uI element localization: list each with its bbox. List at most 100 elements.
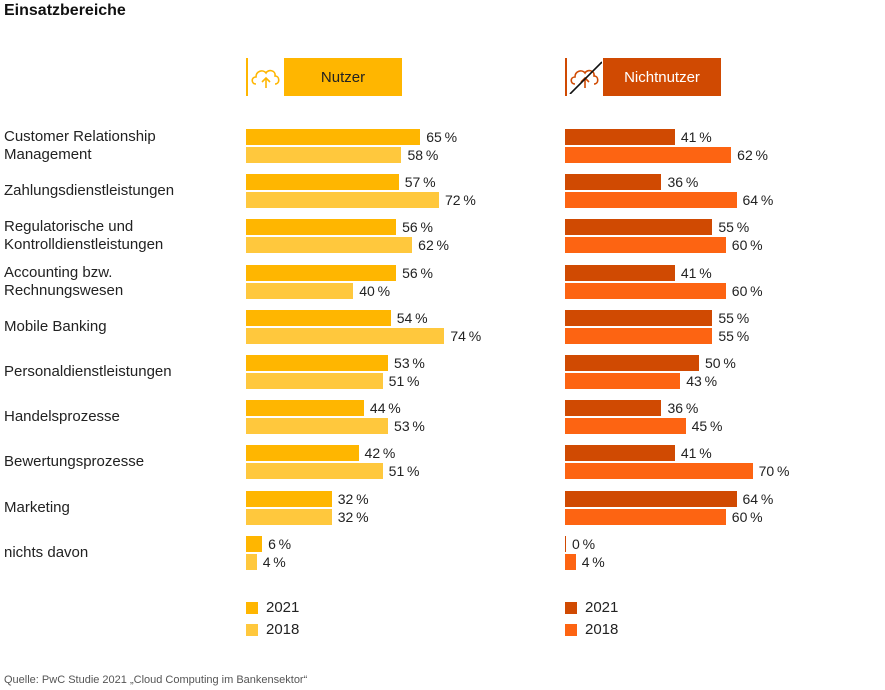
category-label-nichts-davon: nichts davon <box>4 544 88 562</box>
value-label-nichtnutzer-2018-7: 45 % <box>691 418 723 435</box>
bar-nutzer-2021-10 <box>246 535 263 552</box>
legend-label-users-2018: 2018 <box>266 621 300 638</box>
legend-swatch-users-2021 <box>246 602 258 614</box>
cloud-upload-icon <box>248 58 286 96</box>
bar-nichtnutzer-2021-2 <box>565 174 662 191</box>
value-label-nichtnutzer-2021-1: 41 % <box>680 129 712 145</box>
bar-nutzer-2021-3 <box>246 219 397 236</box>
value-label-nutzer-2018-8: 51 % <box>388 463 420 480</box>
bar-nutzer-2021-5 <box>246 309 391 326</box>
value-label-nichtnutzer-2021-2: 36 % <box>667 174 699 191</box>
category-label-accounting-bzw-rechnungswesen: Accounting bzw. Rechnungswesen <box>4 264 123 300</box>
panel-label-non-users: Nichtnutzer <box>624 68 700 86</box>
bar-nichtnutzer-2018-7 <box>565 418 686 435</box>
panel-header-users: Nutzer <box>246 58 402 96</box>
value-label-nutzer-2021-6: 53 % <box>394 355 425 371</box>
bar-nutzer-2018-3 <box>246 237 413 254</box>
legend-label-users-2021: 2021 <box>266 599 300 616</box>
bar-nichtnutzer-2018-8 <box>565 463 753 480</box>
value-label-nichtnutzer-2021-6: 50 % <box>705 355 736 371</box>
bar-nutzer-2018-2 <box>246 192 439 209</box>
bar-nichtnutzer-2018-9 <box>565 508 726 525</box>
legend-label-non-2018: 2018 <box>585 621 619 638</box>
value-label-nutzer-2021-3: 56 % <box>402 219 433 236</box>
bar-nutzer-2018-6 <box>246 373 383 389</box>
value-label-nutzer-2021-5: 54 % <box>396 309 428 326</box>
value-label-nichtnutzer-2018-2: 64 % <box>742 192 774 209</box>
cloud-upload-crossed-icon <box>567 58 605 96</box>
chart-title: Einsatzbereiche <box>4 2 126 19</box>
category-label-line: Personaldienstleistungen <box>4 363 172 380</box>
value-label-nichtnutzer-2021-7: 36 % <box>667 400 699 417</box>
value-label-nichtnutzer-2021-3: 55 % <box>718 219 750 236</box>
value-label-nutzer-2018-4: 40 % <box>359 282 391 299</box>
bar-nichtnutzer-2021-4 <box>565 264 675 281</box>
value-label-nutzer-2021-8: 42 % <box>364 445 396 462</box>
bar-nutzer-2021-1 <box>246 129 421 145</box>
bar-nichtnutzer-2021-8 <box>565 445 675 462</box>
category-label-customer-relationship-management: Customer Relationship Management <box>4 128 156 164</box>
category-label-line: Regulatorische und <box>4 218 134 236</box>
value-label-nichtnutzer-2021-4: 41 % <box>680 264 712 281</box>
bar-nutzer-2021-8 <box>246 445 359 462</box>
category-label-line: nichts davon <box>4 543 89 561</box>
bar-nutzer-2021-2 <box>246 174 399 191</box>
value-label-nutzer-2021-10: 6 % <box>268 535 292 552</box>
bar-nichtnutzer-2018-3 <box>565 237 726 254</box>
category-label-line: Rechnungswesen <box>4 281 124 299</box>
bar-nichtnutzer-2018-1 <box>565 147 732 163</box>
value-label-nichtnutzer-2018-9: 60 % <box>731 508 763 525</box>
value-label-nichtnutzer-2018-6: 43 % <box>686 373 718 389</box>
bar-nichtnutzer-2021-6 <box>565 355 699 371</box>
category-label-marketing: Marketing <box>4 499 70 517</box>
bar-nichtnutzer-2018-6 <box>565 373 681 389</box>
bar-nutzer-2021-6 <box>246 355 389 371</box>
category-label-regulatorische-und-kontrolldienstleistungen: Regulatorische und Kontrolldienstleistung… <box>4 218 163 254</box>
value-label-nichtnutzer-2018-1: 62 % <box>737 147 768 163</box>
category-label-line: Customer Relationship <box>4 128 156 145</box>
value-label-nutzer-2021-2: 57 % <box>404 174 436 191</box>
value-label-nichtnutzer-2021-5: 55 % <box>718 309 750 326</box>
legend-label-non-2021: 2021 <box>585 599 619 616</box>
bar-nutzer-2018-9 <box>246 508 332 525</box>
bar-nichtnutzer-2021-3 <box>565 219 713 236</box>
value-label-nichtnutzer-2018-10: 4 % <box>581 553 605 570</box>
value-label-nichtnutzer-2018-8: 70 % <box>758 463 790 480</box>
category-label-personaldienstleistungen: Personaldienstleistungen <box>4 363 172 381</box>
bar-nichtnutzer-2021-7 <box>565 400 662 417</box>
category-label-line: Kontrolldienstleistungen <box>4 236 164 254</box>
bar-nichtnutzer-2018-10 <box>565 553 576 570</box>
value-label-nutzer-2021-4: 56 % <box>402 264 433 281</box>
value-label-nichtnutzer-2018-3: 60 % <box>731 237 763 254</box>
category-label-line: Management <box>4 146 92 163</box>
value-label-nutzer-2018-5: 74 % <box>450 327 482 344</box>
category-label-line: Bewertungsprozesse <box>4 453 145 471</box>
bar-nutzer-2021-7 <box>246 400 364 417</box>
value-label-nutzer-2021-1: 65 % <box>426 129 458 145</box>
value-label-nutzer-2018-2: 72 % <box>444 192 476 209</box>
value-label-nichtnutzer-2021-10: 0 % <box>572 535 596 552</box>
value-label-nichtnutzer-2021-8: 41 % <box>680 445 712 462</box>
legend-swatch-non-2018 <box>565 624 577 636</box>
legend-swatch-users-2018 <box>246 624 258 636</box>
bar-nutzer-2018-4 <box>246 282 354 299</box>
value-label-nutzer-2021-7: 44 % <box>369 400 401 417</box>
bar-nutzer-2018-7 <box>246 418 389 435</box>
source-note: Quelle: PwC Studie 2021 „Cloud Computing… <box>4 674 308 686</box>
value-label-nutzer-2021-9: 32 % <box>337 490 369 507</box>
value-label-nutzer-2018-7: 53 % <box>394 418 425 435</box>
category-label-line: Accounting bzw. <box>4 263 113 281</box>
bar-nichtnutzer-2021-9 <box>565 490 737 507</box>
bar-nichtnutzer-2018-4 <box>565 282 726 299</box>
category-label-zahlungsdienstleistungen: Zahlungsdienstleistungen <box>4 182 174 200</box>
value-label-nichtnutzer-2018-5: 55 % <box>718 327 750 344</box>
category-label-line: Marketing <box>4 498 70 516</box>
value-label-nutzer-2018-10: 4 % <box>262 553 286 570</box>
panel-header-non-users: Nichtnutzer <box>565 58 721 96</box>
bar-nutzer-2018-1 <box>246 147 402 163</box>
bar-nutzer-2021-9 <box>246 490 332 507</box>
bar-nichtnutzer-2021-5 <box>565 309 713 326</box>
category-label-line: Handelsprozesse <box>4 408 120 426</box>
bar-nichtnutzer-2018-2 <box>565 192 737 209</box>
category-label-handelsprozesse: Handelsprozesse <box>4 408 120 426</box>
